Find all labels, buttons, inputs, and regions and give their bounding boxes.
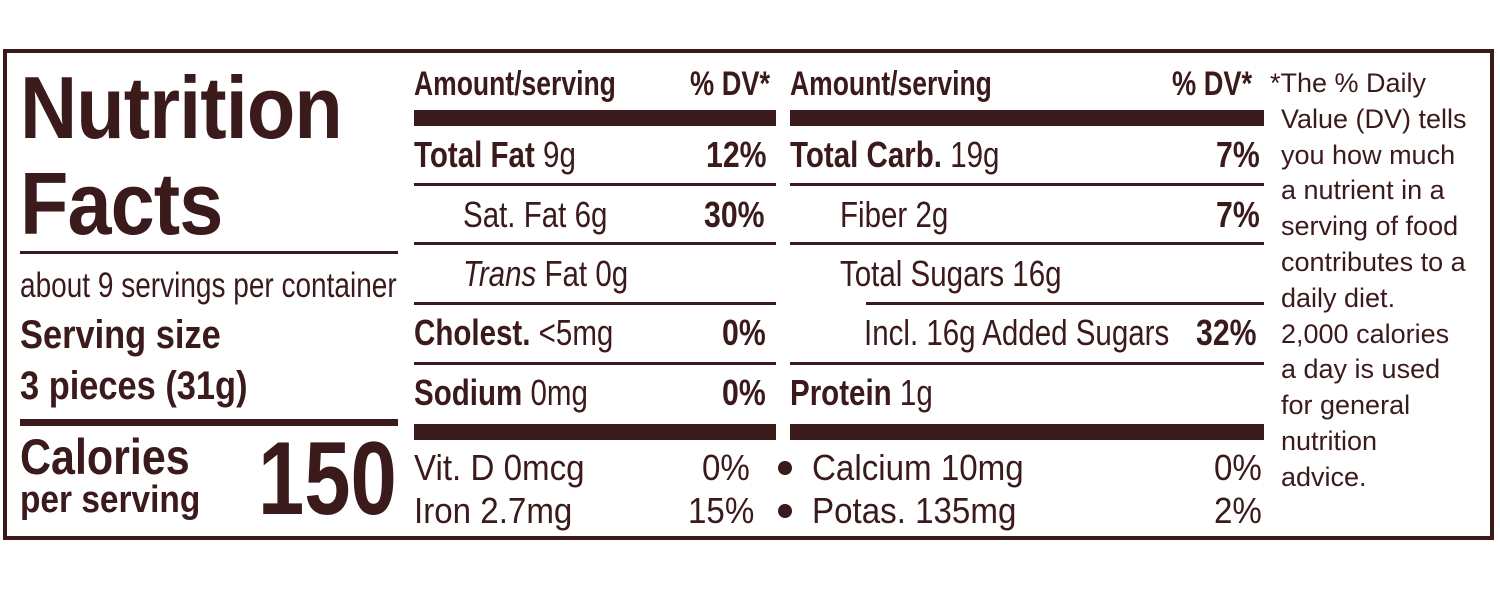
- iron-name: Iron 2.7mg: [414, 490, 573, 531]
- calcium-dv: 0%: [1214, 447, 1262, 488]
- trans-fat-row: Trans Fat 0g: [463, 253, 628, 295]
- left-row-divider-4: [414, 362, 776, 365]
- right-header-bar: [790, 110, 1264, 126]
- total-sugars-row: Total Sugars 16g: [840, 253, 1062, 295]
- cholesterol-row: Cholest. <5mg: [414, 312, 613, 354]
- protein-name: Protein: [790, 372, 892, 413]
- iron-dv: 15%: [688, 490, 755, 531]
- calories-label: Calories: [20, 429, 190, 485]
- bullet-icon: [778, 461, 792, 475]
- footnote-line: 2,000 calories: [1281, 318, 1450, 349]
- calories-sublabel: per serving: [20, 479, 201, 521]
- left-row-divider-1: [414, 183, 776, 186]
- total-carb-amount: 19g: [950, 134, 1000, 175]
- total-carb-row: Total Carb. 19g: [790, 134, 999, 176]
- footnote-line: daily diet.: [1281, 282, 1396, 313]
- vitamin-d-name: Vit. D 0mcg: [414, 447, 585, 488]
- total-sugars-amount: 16g: [1012, 253, 1062, 294]
- footnote-line: a day is used: [1281, 354, 1441, 385]
- right-bottom-bar: [790, 424, 1264, 440]
- right-header-amount: Amount/serving: [790, 65, 992, 103]
- added-sugars-row: Incl. 16g Added Sugars: [864, 312, 1170, 353]
- footnote-line: a nutrient in a: [1281, 175, 1445, 206]
- nutrition-facts-label: [3, 49, 1494, 540]
- fiber-name: Fiber: [840, 194, 908, 235]
- right-row-divider-3: [866, 302, 1264, 305]
- sodium-dv: 0%: [722, 372, 766, 413]
- serving-divider: [20, 419, 398, 426]
- footnote-line: advice.: [1281, 461, 1367, 492]
- title-line-2: Facts: [20, 154, 223, 253]
- footnote-line: you how much: [1281, 139, 1456, 170]
- right-row-divider-2: [790, 242, 1264, 245]
- sat-fat-amount: 6g: [574, 194, 608, 235]
- left-header-dv: % DV*: [690, 65, 771, 103]
- protein-amount: 1g: [899, 372, 933, 413]
- fiber-amount: 2g: [915, 194, 949, 235]
- right-row-divider-4: [790, 362, 1264, 365]
- sodium-row: Sodium 0mg: [414, 372, 588, 414]
- sat-fat-row: Sat. Fat 6g: [463, 194, 607, 236]
- sodium-amount: 0mg: [530, 372, 588, 413]
- left-row-divider-2: [414, 242, 776, 245]
- serving-size-value: 3 pieces (31g): [20, 364, 248, 408]
- footnote-line: contributes to a: [1281, 246, 1466, 277]
- cholesterol-dv: 0%: [722, 312, 766, 353]
- left-bottom-bar: [414, 424, 776, 440]
- total-carb-dv: 7%: [1216, 134, 1260, 175]
- total-fat-dv: 12%: [706, 134, 767, 175]
- left-header-amount: Amount/serving: [414, 65, 616, 103]
- footnote-line: nutrition: [1281, 425, 1378, 456]
- fiber-row: Fiber 2g: [840, 194, 948, 236]
- sat-fat-name: Sat. Fat: [463, 194, 567, 235]
- calories-value: 150: [258, 421, 397, 537]
- sat-fat-dv: 30%: [704, 194, 765, 235]
- cholesterol-name: Cholest.: [414, 312, 531, 353]
- footnote-line: Value (DV) tells: [1281, 103, 1467, 134]
- added-sugars-dv: 32%: [1196, 312, 1257, 353]
- bullet-icon: [778, 504, 792, 518]
- footnote-line: *The % Daily: [1270, 68, 1427, 98]
- right-row-divider-1: [790, 183, 1264, 186]
- potassium-dv: 2%: [1214, 490, 1262, 531]
- protein-row: Protein 1g: [790, 372, 933, 414]
- trans-fat-name: Trans: [463, 253, 537, 294]
- calcium-name: Calcium 10mg: [812, 447, 1024, 488]
- trans-fat-amount: Fat 0g: [544, 253, 629, 294]
- servings-per-container: about 9 servings per container: [20, 266, 397, 305]
- left-row-divider-3: [414, 302, 776, 305]
- left-header-bar: [414, 110, 776, 126]
- sodium-name: Sodium: [414, 372, 523, 413]
- total-fat-name: Total Fat: [414, 134, 535, 175]
- title-divider: [20, 251, 398, 254]
- total-fat-row: Total Fat 9g: [414, 134, 576, 176]
- footnote: *The % Daily Value (DV) tells you how mu…: [1270, 66, 1467, 496]
- vitamin-d-dv: 0%: [702, 447, 750, 488]
- title-line-1: Nutrition: [20, 58, 343, 157]
- serving-size-label: Serving size: [20, 313, 221, 357]
- footnote-line: for general: [1281, 390, 1411, 421]
- cholesterol-amount: <5mg: [538, 312, 614, 353]
- fiber-dv: 7%: [1216, 194, 1260, 235]
- total-fat-amount: 9g: [543, 134, 576, 175]
- footnote-line: serving of food: [1281, 211, 1459, 242]
- total-sugars-name: Total Sugars: [840, 253, 1005, 294]
- total-carb-name: Total Carb.: [790, 134, 942, 175]
- potassium-name: Potas. 135mg: [812, 490, 1017, 531]
- right-header-dv: % DV*: [1172, 65, 1253, 103]
